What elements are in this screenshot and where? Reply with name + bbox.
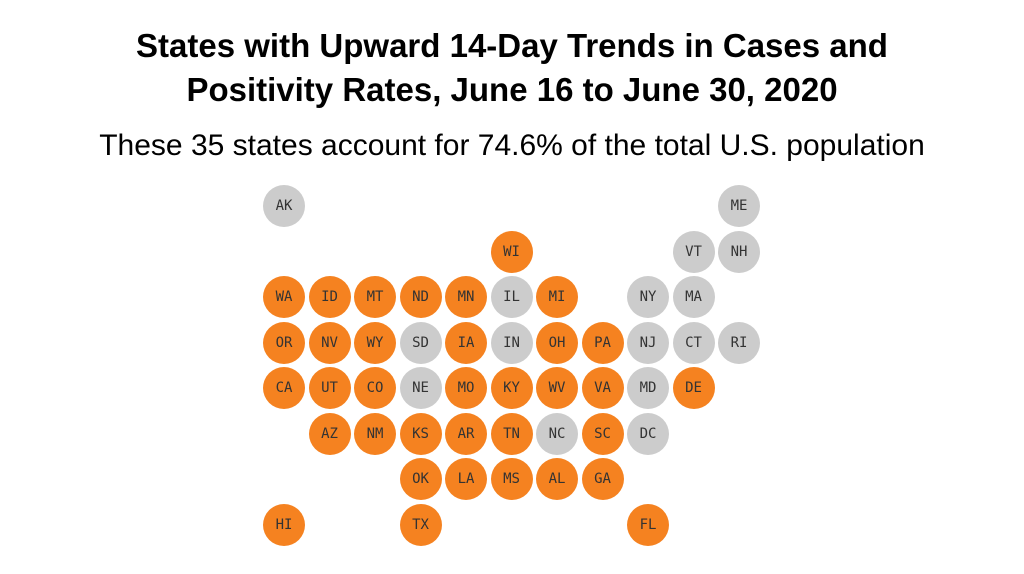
state-tile-ks: KS [399,412,442,455]
state-tile-va: VA [581,367,624,409]
state-tile-nh: NH [718,230,760,273]
state-tile-ar: AR [445,412,487,455]
state-tile-la: LA [445,458,487,500]
state-tile-hi: HI [263,503,305,546]
state-tile-ms: MS [490,458,533,500]
state-tile-al: AL [536,458,578,500]
state-tile-az: AZ [308,412,351,455]
state-tile-me: ME [718,185,760,227]
state-tile-ky: KY [490,367,533,409]
state-tile-ut: UT [308,367,351,409]
state-tile-nd: ND [399,276,442,318]
subtitle: These 35 states account for 74.6% of the… [99,129,925,162]
state-tile-ct: CT [672,321,715,364]
state-tile-oh: OH [536,321,578,364]
state-tile-fl: FL [627,503,669,546]
state-tile-tn: TN [490,412,533,455]
state-tile-ma: MA [672,276,715,318]
state-tile-id: ID [308,276,351,318]
state-tile-wi: WI [490,230,533,273]
state-tile-ca: CA [263,367,305,409]
state-tile-wv: WV [536,367,578,409]
state-tile-md: MD [627,367,669,409]
state-tile-mt: MT [354,276,396,318]
title-line-2: Positivity Rates, June 16 to June 30, 20… [186,71,838,108]
state-tile-co: CO [354,367,396,409]
state-tile-il: IL [490,276,533,318]
state-tile-vt: VT [672,230,715,273]
page-title: States with Upward 14-Day Trends in Case… [0,24,1024,112]
state-tile-nv: NV [308,321,351,364]
state-tile-mo: MO [445,367,487,409]
state-tile-tx: TX [399,503,442,546]
state-tile-wy: WY [354,321,396,364]
state-tile-sc: SC [581,412,624,455]
state-tile-ny: NY [627,276,669,318]
state-tile-or: OR [263,321,305,364]
state-tile-ne: NE [399,367,442,409]
state-tile-ia: IA [445,321,487,364]
state-tile-sd: SD [399,321,442,364]
state-tile-pa: PA [581,321,624,364]
state-tile-ri: RI [718,321,760,364]
state-tile-de: DE [672,367,715,409]
state-tile-ga: GA [581,458,624,500]
state-tile-ok: OK [399,458,442,500]
state-tile-nj: NJ [627,321,669,364]
state-tile-dc: DC [627,412,669,455]
state-tile-ak: AK [263,185,305,227]
state-tile-nc: NC [536,412,578,455]
state-tile-mn: MN [445,276,487,318]
state-tile-nm: NM [354,412,396,455]
title-line-1: States with Upward 14-Day Trends in Case… [136,27,888,64]
state-tile-in: IN [490,321,533,364]
state-tile-mi: MI [536,276,578,318]
state-tile-wa: WA [263,276,305,318]
